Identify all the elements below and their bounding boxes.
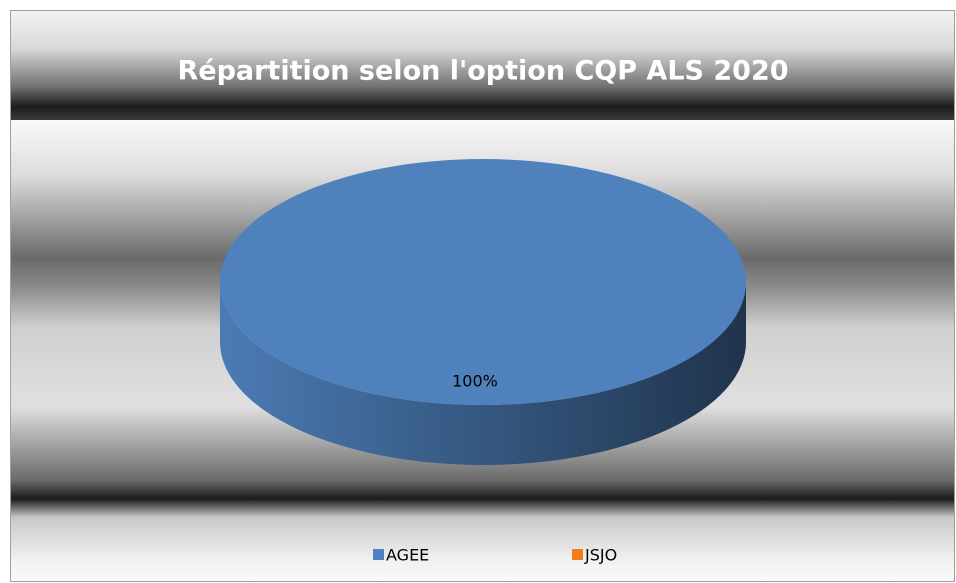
pie: 100% <box>220 159 746 465</box>
legend-swatch <box>572 549 583 560</box>
data-label: 100% <box>452 372 498 391</box>
chart-border <box>10 10 955 582</box>
pie-slice <box>220 159 746 405</box>
legend-swatch <box>373 549 384 560</box>
legend: AGEE JSJO <box>373 546 617 565</box>
pie-side-shade <box>220 282 746 465</box>
chart-title: Répartition selon l'option CQP ALS 2020 <box>177 56 788 87</box>
legend-label: JSJO <box>584 546 617 565</box>
legend-label: AGEE <box>386 546 429 565</box>
title-band <box>10 10 955 120</box>
